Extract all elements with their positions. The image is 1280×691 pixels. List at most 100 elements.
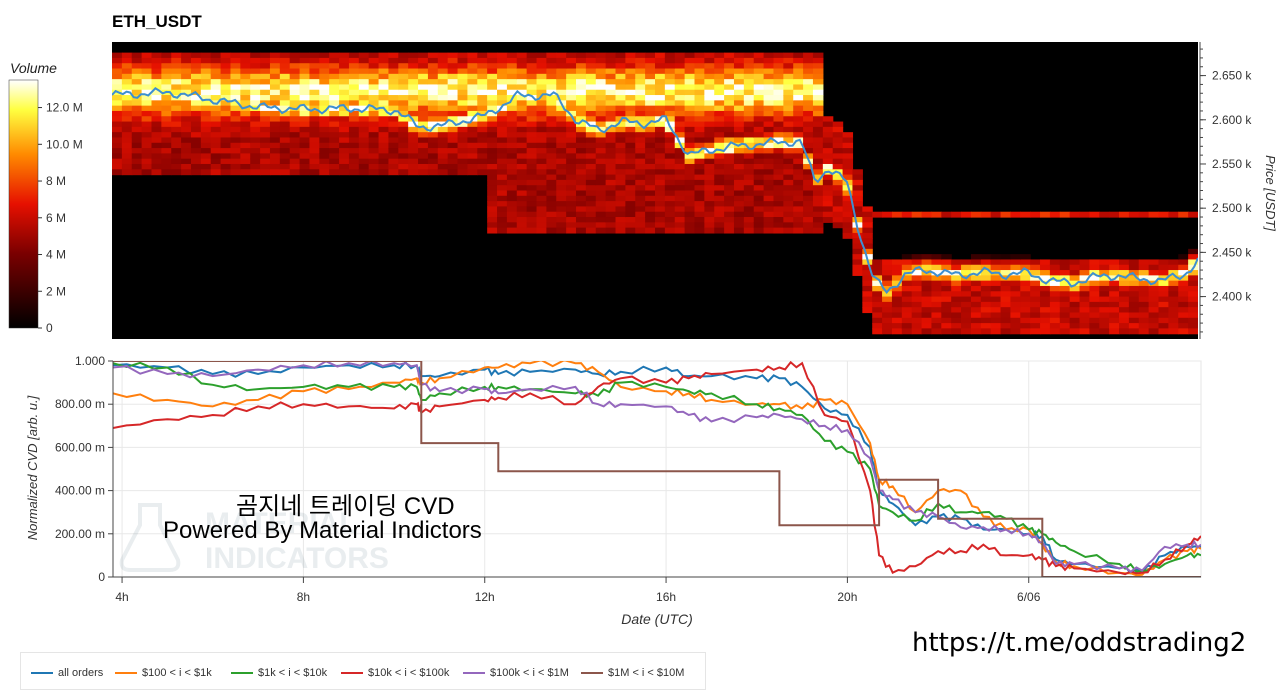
telegram-link[interactable]: https://t.me/oddstrading2 [912,628,1247,658]
heatmap-cell [536,95,547,101]
heatmap-cell [1089,280,1100,287]
heatmap-cell [536,179,547,186]
heatmap-cell [1109,259,1120,266]
heatmap-cell [447,89,459,96]
heatmap-cell [220,132,232,139]
heatmap-cell [329,153,340,160]
heatmap-cell [1168,264,1179,271]
heatmap-cell [595,169,607,176]
heatmap-cell [803,84,814,91]
heatmap-cell [1030,280,1041,287]
heatmap-cell [309,148,320,154]
heatmap-cell [437,73,449,80]
heatmap-cell [457,153,469,160]
heatmap-cell [605,73,617,80]
heatmap-cell [1188,270,1198,276]
heatmap-cell [289,89,301,96]
heatmap-cell [1079,301,1090,308]
heatmap-cell [970,307,982,314]
heatmap-cell [951,259,962,266]
heatmap-cell [269,137,281,144]
heatmap-cell [812,148,824,154]
heatmap-cell [714,68,725,75]
heatmap-cell [378,84,390,91]
heatmap-cell [556,153,567,160]
heatmap-cell [803,148,814,154]
heatmap-cell [753,169,765,176]
heatmap-cell [1040,264,1051,271]
heatmap-cell [141,142,153,149]
heatmap-cell [674,217,686,223]
heatmap-cell [733,52,745,59]
heatmap-cell [289,63,301,70]
heatmap-cell [151,132,162,139]
heatmap-cell [763,148,775,154]
heatmap-cell [506,126,518,133]
heatmap-cell [1030,317,1041,324]
legend-item[interactable]: $1M < i < $10M [581,667,684,679]
heatmap-cell [279,169,291,176]
heatmap-cell [595,68,607,75]
heatmap-cell [566,84,577,91]
legend-item[interactable]: $100k < i < $1M [463,667,569,679]
heatmap-cell [477,68,488,75]
cvd-series-line-4 [113,361,1201,574]
heatmap-cell [931,312,942,319]
heatmap-cell [812,201,824,208]
heatmap-cell [615,95,626,101]
heatmap-cell [299,95,311,101]
heatmap-cell [793,95,804,101]
heatmap-cell [891,312,903,319]
heatmap-cell [832,179,844,186]
heatmap-cell [832,174,844,181]
legend-item[interactable]: all orders [31,667,103,679]
heatmap-cell [556,110,567,117]
heatmap-cell [1059,307,1071,314]
legend-item[interactable]: $1k < i < $10k [231,667,327,679]
heatmap-cell [487,84,498,91]
heatmap-cell [171,132,182,139]
heatmap-cell [319,79,330,86]
heatmap-cell [743,169,755,176]
heatmap-cell [1079,275,1090,282]
heatmap-cell [803,100,814,107]
heatmap-cell [635,110,646,117]
heatmap-cell [793,206,804,213]
heatmap-cell [269,73,281,80]
heatmap-cell [408,132,419,139]
heatmap-cell [526,190,538,197]
heatmap-cell [812,132,824,139]
heatmap-cell [585,137,597,144]
heatmap-cell [112,169,123,176]
heatmap-cell [595,206,607,213]
heatmap-cell [615,68,626,75]
heatmap-cell [220,84,232,91]
heatmap-cell [348,137,360,144]
heatmap-cell [348,89,360,96]
heatmap-cell [724,163,735,170]
heatmap-cell [112,95,123,101]
heatmap-cell [990,259,1002,266]
heatmap-cell [576,142,587,149]
heatmap-cell [526,137,538,144]
heatmap-cell [447,126,459,133]
heatmap-cell [230,169,241,176]
heatmap-cell [546,201,557,208]
heatmap-cell [536,211,547,218]
heatmap-cell [339,52,350,59]
legend-item[interactable]: $100 < i < $1k [115,667,212,679]
heatmap-cell [724,68,735,75]
heatmap-cell [743,148,755,154]
heatmap-cell [230,89,241,96]
cvd-series-line-5 [113,361,1201,577]
heatmap-cell [1128,275,1140,282]
heatmap-cell [467,84,478,91]
heatmap-cell [388,63,399,70]
legend-item[interactable]: $10k < i < $100k [341,667,449,679]
heatmap-cell [743,227,755,234]
heatmap-cell [753,95,765,101]
heatmap-cell [546,142,557,149]
heatmap-cell [615,79,626,86]
heatmap-cell [526,201,538,208]
